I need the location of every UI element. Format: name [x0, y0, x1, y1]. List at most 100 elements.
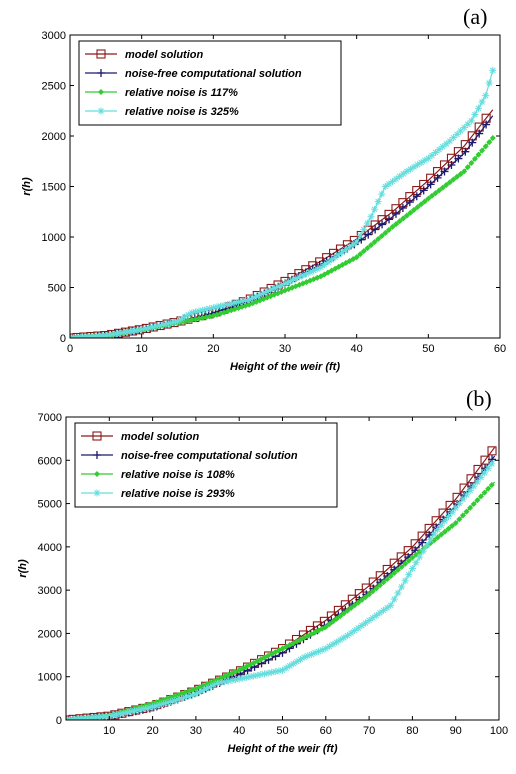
data-point	[295, 273, 303, 281]
data-point	[105, 331, 113, 338]
data-point	[468, 138, 477, 147]
data-point	[329, 640, 337, 648]
data-point	[464, 120, 472, 128]
data-point	[416, 553, 424, 561]
data-point	[473, 478, 481, 486]
data-point	[159, 700, 167, 708]
series-layer	[70, 66, 497, 338]
data-point	[489, 134, 496, 142]
data-point	[445, 525, 452, 532]
data-point	[485, 485, 492, 492]
series-2	[66, 481, 496, 720]
data-point	[127, 327, 135, 335]
x-tick-label: 40	[351, 343, 363, 355]
data-point	[304, 652, 312, 660]
data-point	[297, 655, 305, 663]
data-point	[246, 673, 254, 681]
legend-item: model solution	[85, 49, 204, 61]
data-point	[340, 634, 348, 642]
data-point	[292, 275, 300, 283]
data-point	[405, 198, 414, 207]
data-point	[376, 582, 383, 589]
data-point	[224, 300, 232, 308]
x-tick-label: 30	[279, 343, 291, 355]
x-tick-label: 10	[103, 725, 115, 737]
x-tick-label: 60	[320, 725, 332, 737]
series-2	[70, 134, 496, 338]
data-point	[328, 256, 336, 264]
data-point	[444, 513, 452, 521]
data-point	[213, 303, 221, 311]
data-point	[333, 615, 340, 622]
data-point	[364, 245, 371, 252]
chart-panel-b: (b)10 20 30 40 50 60 70 80 90 1000100020003000400…	[17, 386, 508, 755]
data-point	[196, 688, 204, 696]
data-point	[138, 705, 146, 713]
data-point	[342, 246, 350, 254]
y-tick-label: 3000	[38, 585, 62, 597]
legend: model solution noise-free computational s…	[74, 422, 338, 508]
data-point	[424, 154, 432, 162]
legend-marker	[92, 431, 102, 441]
data-point	[84, 714, 92, 720]
y-tick-label: 6000	[38, 455, 62, 467]
data-point	[195, 307, 203, 315]
data-point	[289, 660, 297, 668]
data-point	[343, 632, 351, 640]
data-point	[77, 333, 85, 338]
y-tick-label: 5000	[38, 499, 62, 511]
data-point	[435, 146, 443, 154]
data-point	[141, 325, 149, 333]
data-point	[461, 147, 470, 156]
data-point	[410, 206, 418, 213]
data-point	[127, 708, 135, 716]
data-point	[239, 674, 247, 682]
data-point	[170, 318, 178, 326]
data-point	[475, 151, 482, 158]
data-point	[188, 309, 196, 317]
data-point	[356, 232, 364, 240]
data-point	[120, 328, 128, 336]
legend-item: relative noise is 117%	[85, 87, 238, 99]
data-point	[360, 248, 367, 255]
data-point	[463, 491, 471, 499]
data-point	[317, 263, 325, 271]
series-3	[66, 459, 496, 720]
data-point	[91, 332, 99, 338]
panel-label: (b)	[466, 386, 492, 411]
data-point	[268, 668, 276, 676]
data-point	[337, 613, 344, 620]
data-point	[95, 332, 103, 338]
series-1	[70, 115, 494, 338]
data-point	[325, 642, 333, 650]
data-point	[378, 220, 387, 229]
data-point	[385, 215, 394, 224]
data-point	[367, 242, 375, 249]
data-point	[206, 305, 214, 313]
data-point	[488, 460, 496, 468]
data-point	[421, 156, 429, 164]
data-point	[152, 322, 160, 330]
data-point	[387, 573, 394, 580]
legend-label: relative noise is 108%	[121, 469, 235, 481]
y-tick-label: 4000	[38, 542, 62, 554]
data-point	[385, 180, 393, 188]
data-point	[224, 677, 232, 685]
data-point	[358, 621, 366, 629]
x-tick-label: 20	[146, 725, 158, 737]
data-point	[442, 140, 450, 148]
data-point	[307, 650, 315, 658]
data-point	[371, 239, 378, 246]
data-point	[378, 190, 386, 198]
y-tick-label: 2000	[42, 131, 66, 143]
data-point	[141, 705, 149, 713]
data-point	[453, 173, 461, 180]
x-tick-label: 50	[422, 343, 434, 355]
data-point	[390, 595, 398, 603]
data-point	[191, 308, 199, 316]
data-point	[177, 694, 185, 702]
data-point	[479, 147, 486, 154]
data-point	[394, 566, 401, 573]
series-3	[70, 66, 497, 338]
